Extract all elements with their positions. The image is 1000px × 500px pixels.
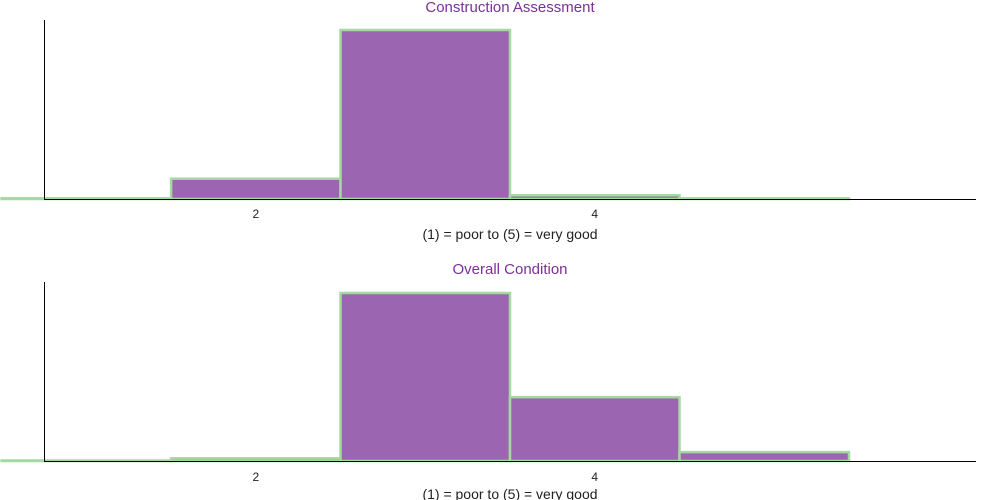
bar-3	[339, 291, 512, 463]
bar-4	[508, 395, 681, 463]
bar-4	[508, 194, 681, 201]
x-tick-label: 4	[591, 470, 598, 484]
bar-5	[678, 450, 851, 463]
x-tick-label: 2	[252, 207, 259, 221]
bar-3	[339, 28, 512, 201]
chart-title: Overall Condition	[452, 261, 567, 278]
x-tick-label: 4	[591, 207, 598, 221]
bar-1	[0, 459, 173, 463]
bar-2	[169, 457, 342, 463]
x-axis-label: (1) = poor to (5) = very good	[422, 486, 597, 500]
x-axis-label: (1) = poor to (5) = very good	[422, 226, 597, 242]
bar-5	[678, 197, 851, 201]
chart-title: Construction Assessment	[425, 0, 595, 16]
x-tick-label: 2	[252, 470, 259, 484]
bar-2	[169, 177, 342, 201]
bar-group	[0, 291, 851, 463]
bar-1	[0, 197, 173, 201]
bar-group	[0, 28, 851, 201]
